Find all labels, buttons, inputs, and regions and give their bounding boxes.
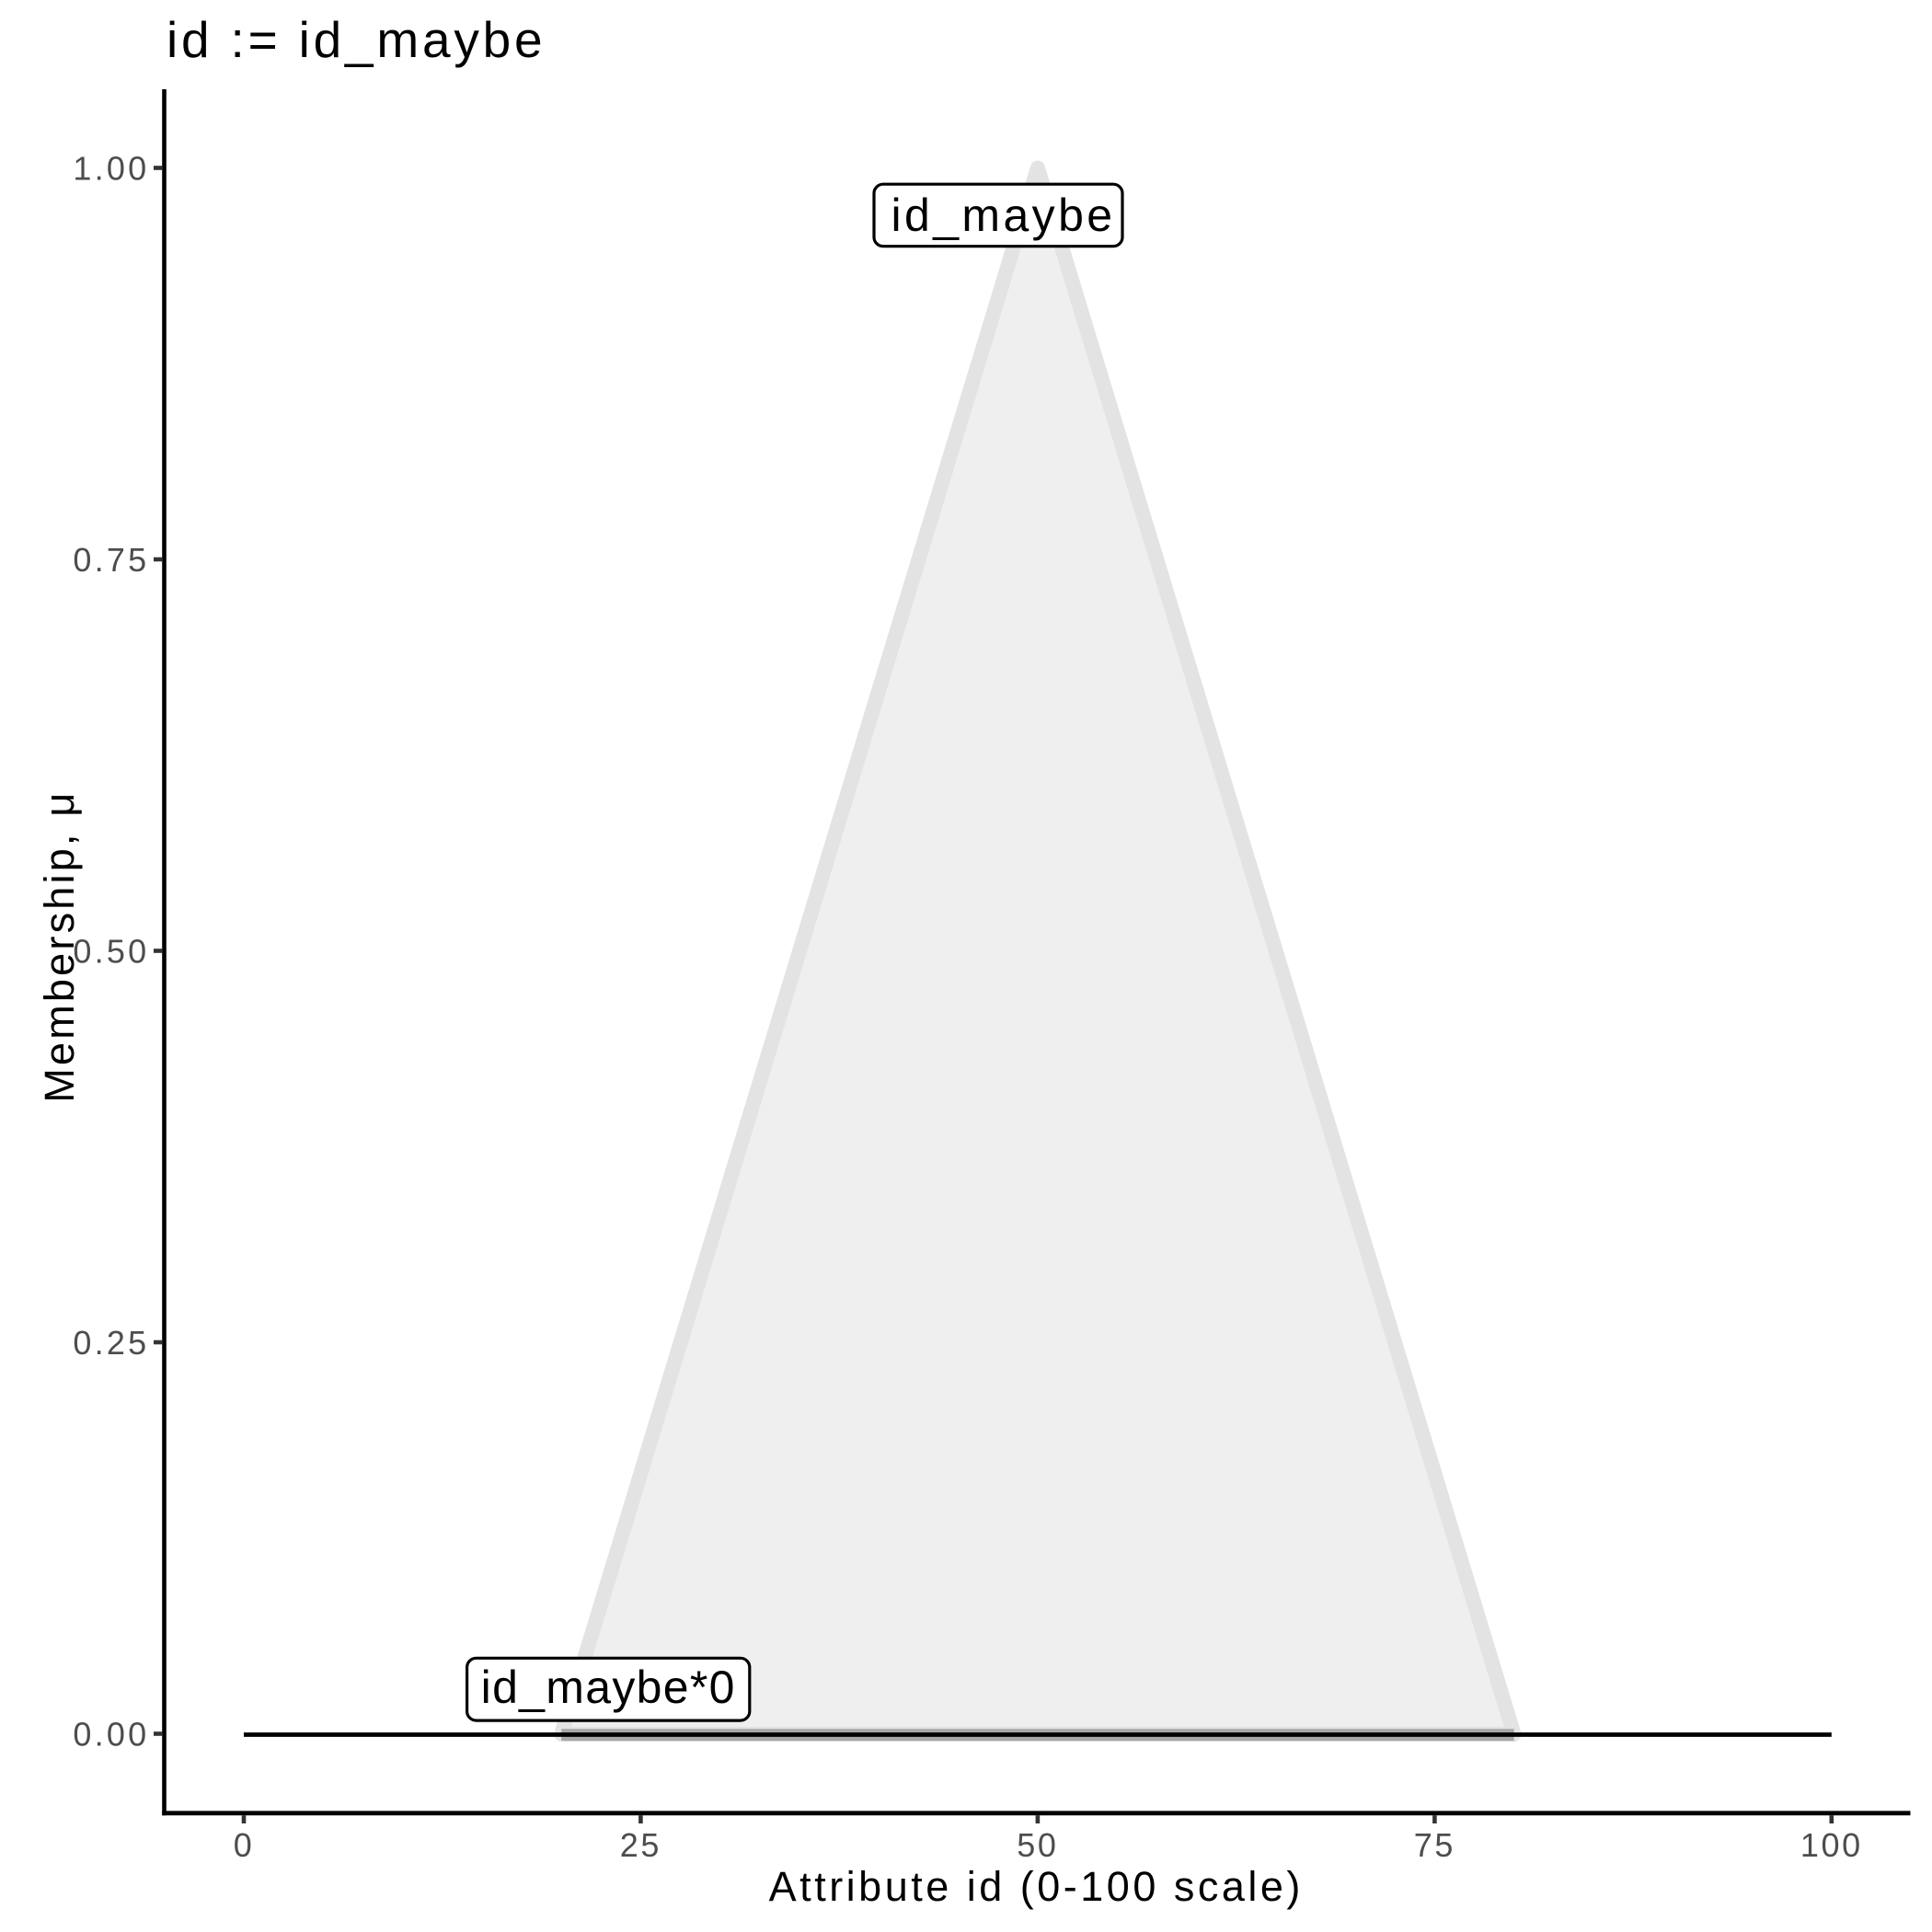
svg-text:id_maybe: id_maybe: [891, 190, 1116, 241]
svg-text:0.50: 0.50: [73, 933, 149, 971]
svg-text:0.00: 0.00: [73, 1716, 149, 1754]
svg-text:1.00: 1.00: [73, 150, 149, 188]
svg-text:0.25: 0.25: [73, 1324, 149, 1362]
svg-text:Membership, μ: Membership, μ: [36, 790, 83, 1103]
svg-text:50: 50: [1017, 1826, 1058, 1864]
svg-text:75: 75: [1414, 1826, 1455, 1864]
svg-text:25: 25: [620, 1826, 661, 1864]
svg-text:100: 100: [1800, 1826, 1863, 1864]
svg-text:id_maybe*0: id_maybe*0: [481, 1662, 736, 1713]
svg-text:0: 0: [234, 1826, 255, 1864]
svg-text:id := id_maybe: id := id_maybe: [167, 11, 546, 68]
svg-text:Attribute id (0-100 scale): Attribute id (0-100 scale): [769, 1863, 1304, 1910]
svg-text:0.75: 0.75: [73, 541, 149, 579]
